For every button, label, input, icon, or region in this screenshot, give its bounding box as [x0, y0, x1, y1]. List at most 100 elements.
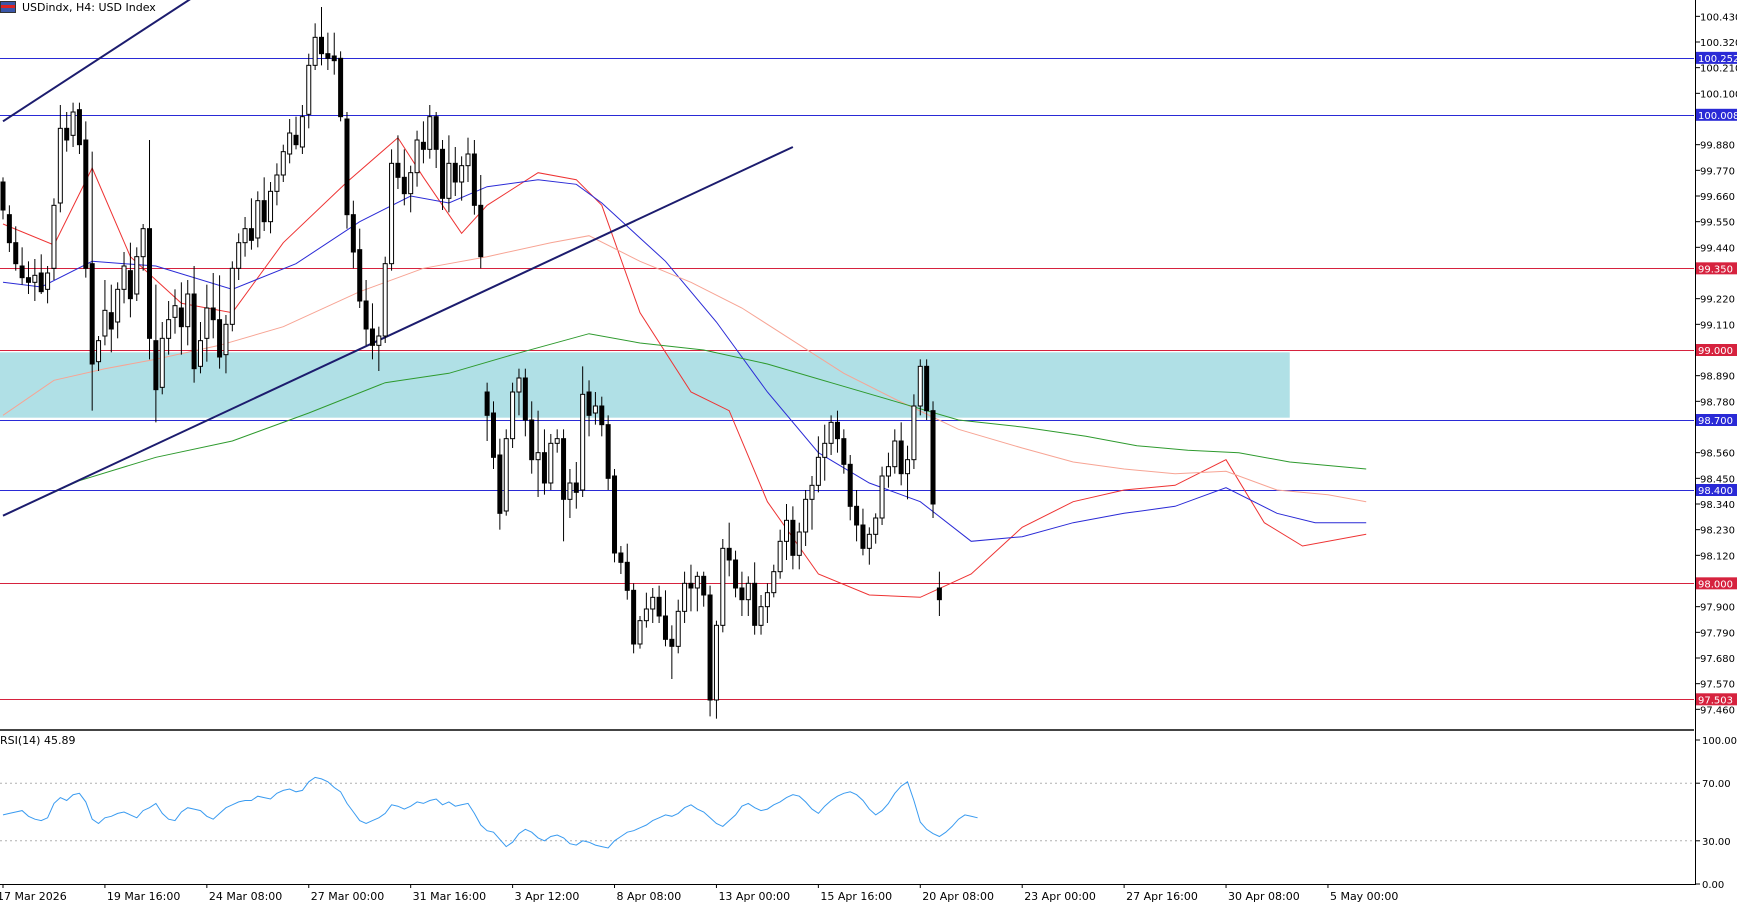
- price-tick-label: 99.880: [1700, 141, 1735, 152]
- candle-body-bullish: [796, 531, 802, 556]
- candle: [745, 576, 751, 616]
- candle-body-bullish: [720, 547, 726, 626]
- rsi-tick-label: 30.00: [1702, 837, 1731, 848]
- price-tick-label: 97.680: [1700, 654, 1735, 665]
- candle: [618, 546, 624, 574]
- candle: [529, 401, 535, 474]
- candle: [764, 583, 770, 623]
- candle-body-bearish: [76, 109, 82, 146]
- time-tick-label: 3 Apr 12:00: [515, 890, 580, 903]
- trendline: [2, 146, 794, 517]
- price-level-tag-label: 99.350: [1698, 264, 1733, 275]
- candle: [478, 175, 484, 269]
- price-tick-label: 99.110: [1700, 320, 1735, 331]
- candle-body-bearish: [612, 475, 618, 554]
- price-level-tag: [1696, 51, 1737, 64]
- candle-body-bullish: [268, 190, 274, 223]
- rsi-label: RSI(14) 45.89: [0, 734, 75, 747]
- candle-body-bearish: [573, 482, 579, 493]
- candle: [420, 121, 426, 164]
- candle-body-bullish: [134, 256, 140, 295]
- candle: [854, 490, 860, 542]
- candle-body-bullish: [172, 305, 178, 318]
- candle: [76, 102, 82, 154]
- candle: [924, 359, 930, 420]
- candle-body-bullish: [815, 456, 821, 486]
- candle-body-bullish: [446, 162, 452, 199]
- price-tick-label: 99.220: [1700, 295, 1735, 306]
- price-tick-label: 100.210: [1700, 64, 1737, 75]
- candle-body-bearish: [599, 405, 605, 426]
- candle-body-bullish: [299, 116, 305, 148]
- candle: [694, 571, 700, 612]
- candle-body-bearish: [331, 55, 337, 62]
- candle-body-bullish: [873, 517, 879, 535]
- candle-body-bearish: [739, 587, 745, 601]
- time-tick-label: 15 Apr 16:00: [820, 890, 892, 903]
- candle: [96, 336, 102, 371]
- candle-body-bearish: [217, 319, 223, 358]
- candle-body-bullish: [764, 592, 770, 608]
- candle-body-bearish: [0, 181, 6, 211]
- candle: [299, 105, 305, 154]
- candle: [688, 564, 694, 612]
- candle: [873, 513, 879, 544]
- candle: [815, 436, 821, 493]
- candle-body-bullish: [427, 116, 433, 150]
- candle-body-bullish: [223, 323, 229, 356]
- candle-body-bullish: [510, 391, 516, 440]
- candle-body-bullish: [879, 475, 885, 519]
- price-level-tag-label: 97.503: [1698, 695, 1733, 706]
- candle-body-bullish: [414, 139, 420, 174]
- candle: [217, 275, 223, 369]
- candle: [64, 112, 70, 152]
- candle-body-bullish: [236, 242, 242, 269]
- candle-body-bullish: [554, 438, 560, 444]
- candle: [242, 217, 248, 257]
- candle: [382, 256, 388, 343]
- candle-body-bullish: [389, 162, 395, 265]
- candle-body-bullish: [229, 267, 235, 325]
- candle-body-bullish: [643, 608, 649, 622]
- candle: [6, 205, 12, 252]
- time-tick-label: 27 Mar 00:00: [311, 890, 384, 903]
- price-tick-label: 100.100: [1700, 89, 1737, 100]
- candle: [178, 282, 184, 355]
- candle-body-bearish: [847, 463, 853, 507]
- time-tick-label: 20 Apr 08:00: [922, 890, 994, 903]
- candle: [452, 147, 458, 196]
- time-tick-label: 30 Apr 08:00: [1228, 890, 1300, 903]
- candle: [612, 469, 618, 563]
- candle: [261, 177, 267, 231]
- price-level-tag: [1696, 262, 1737, 275]
- candle-body-bearish: [248, 228, 254, 241]
- candle-body-bearish: [936, 587, 942, 601]
- candle: [592, 392, 598, 425]
- candle: [828, 415, 834, 455]
- candle-body-bearish: [19, 265, 25, 279]
- price-tick-label: 98.780: [1700, 397, 1735, 408]
- candle: [191, 266, 197, 383]
- candle-body-bullish: [121, 265, 127, 290]
- candle: [554, 429, 560, 453]
- candle: [892, 429, 898, 474]
- candle-body-bearish: [497, 454, 503, 514]
- candle-body-bearish: [841, 438, 847, 465]
- price-level-tag: [1696, 693, 1737, 706]
- candle-body-bearish: [490, 412, 496, 458]
- candle-body-bearish: [930, 410, 936, 505]
- candle: [268, 182, 274, 234]
- candle-body-bullish: [280, 151, 286, 176]
- candle-body-bullish: [204, 307, 210, 339]
- candle-body-bullish: [382, 263, 388, 337]
- candle: [19, 247, 25, 285]
- candle: [280, 144, 286, 182]
- candle: [306, 53, 312, 129]
- candle-body-bearish: [484, 391, 490, 416]
- candle: [51, 198, 57, 280]
- candle: [484, 382, 490, 441]
- price-level-tag-label: 100.252: [1698, 54, 1737, 65]
- candle: [605, 415, 611, 490]
